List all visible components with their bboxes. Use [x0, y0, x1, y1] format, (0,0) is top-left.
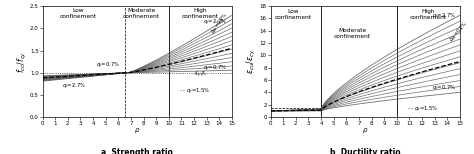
- Text: High
confinement: High confinement: [182, 8, 219, 19]
- Text: Moderate
confinement: Moderate confinement: [122, 8, 160, 19]
- Text: $q_r$=2.7%: $q_r$=2.7%: [62, 81, 86, 90]
- Text: $q_r$=0.7%: $q_r$=0.7%: [96, 60, 119, 69]
- Text: b  Ductility ratio: b Ductility ratio: [330, 148, 401, 154]
- Text: $\Delta s_t$=0.2%: $\Delta s_t$=0.2%: [209, 10, 231, 36]
- Text: Moderate
confinement: Moderate confinement: [334, 28, 371, 38]
- X-axis label: $\rho$: $\rho$: [134, 126, 140, 135]
- Text: $q_r$=2.7%: $q_r$=2.7%: [203, 17, 227, 26]
- Text: $\Delta s_t$=0.2%: $\Delta s_t$=0.2%: [447, 19, 470, 44]
- Text: a  Strength ratio: a Strength ratio: [101, 148, 173, 154]
- Text: High
confinement: High confinement: [410, 9, 447, 20]
- Text: - - $q_r$=1.5%: - - $q_r$=1.5%: [407, 104, 438, 113]
- Text: $q_r$=0.7%: $q_r$=0.7%: [432, 83, 456, 92]
- Text: $f_{cy}/f_c$: $f_{cy}/f_c$: [194, 70, 208, 80]
- Text: - - $q_r$=1.5%: - - $q_r$=1.5%: [179, 86, 210, 95]
- Text: $q_r$=0.7%: $q_r$=0.7%: [203, 63, 227, 72]
- X-axis label: $\rho$: $\rho$: [362, 126, 368, 135]
- Text: Low
confinement: Low confinement: [275, 9, 312, 20]
- Text: Low
confinement: Low confinement: [59, 8, 97, 19]
- Y-axis label: $f_{cc}/f_{cy}$: $f_{cc}/f_{cy}$: [16, 51, 28, 73]
- Text: $q_r$=2.7%: $q_r$=2.7%: [432, 11, 456, 20]
- Y-axis label: $\varepsilon_{cu}/\varepsilon_{cy}$: $\varepsilon_{cu}/\varepsilon_{cy}$: [245, 49, 258, 74]
